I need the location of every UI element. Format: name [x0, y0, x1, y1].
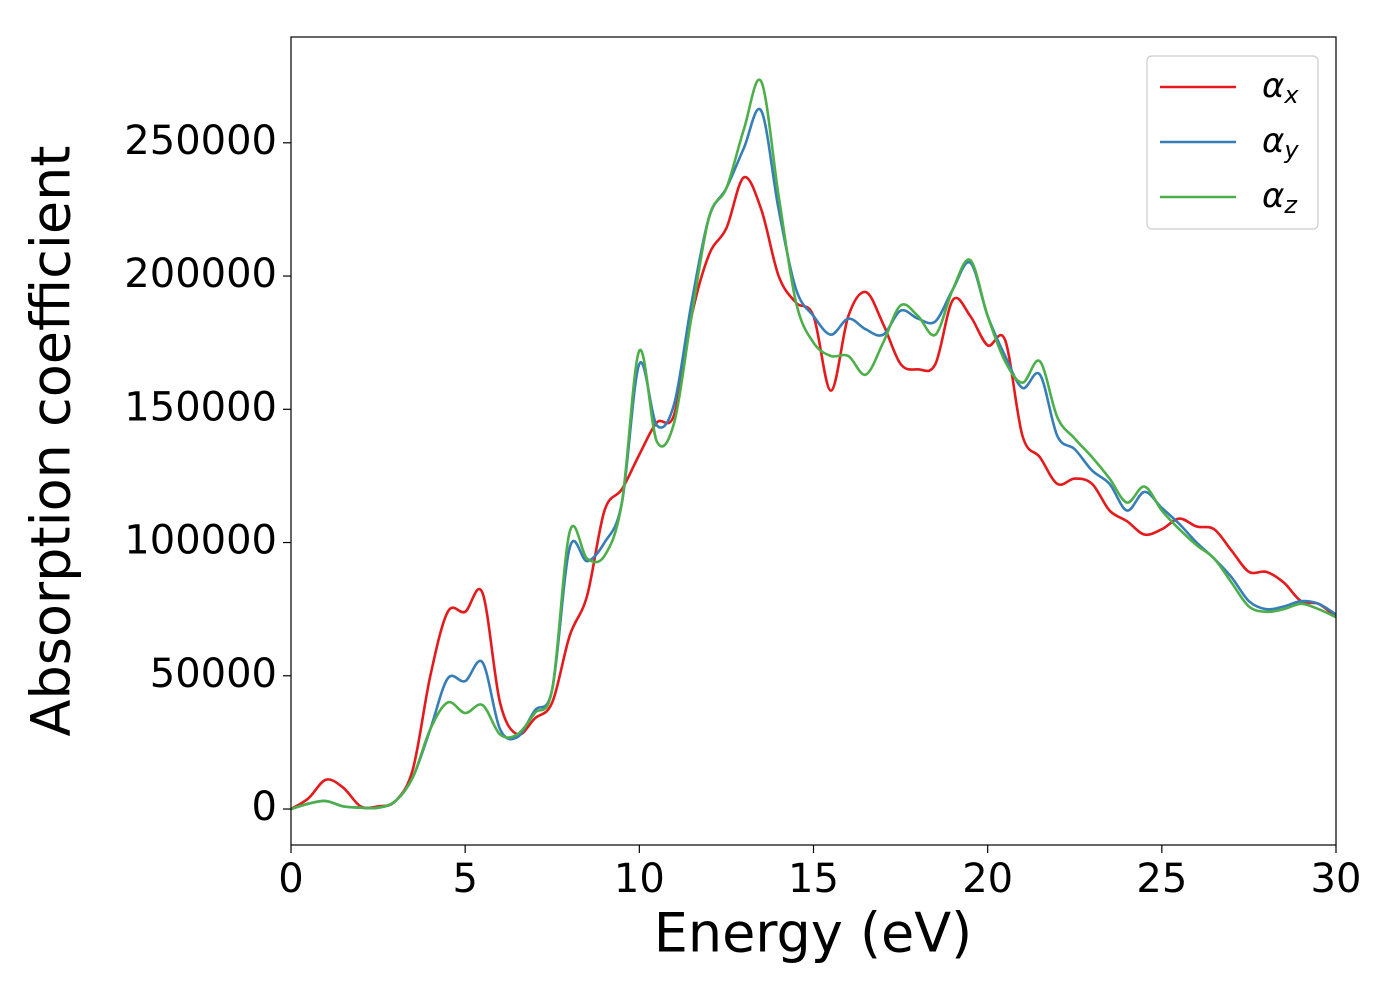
- legend-subscript: y: [1283, 136, 1299, 164]
- x-tick-label: 5: [452, 856, 477, 902]
- y-axis-label: Absorption coefficient: [20, 146, 83, 737]
- y-tick-label: 50000: [150, 651, 277, 697]
- x-tick-label: 10: [614, 856, 665, 902]
- x-tick-label: 20: [962, 856, 1013, 902]
- data-line: [291, 78, 1336, 811]
- plot-frame: [290, 36, 1337, 846]
- y-tick-label: 0: [252, 784, 277, 830]
- legend-subscript: x: [1283, 81, 1299, 109]
- y-tick-label: 200000: [124, 251, 277, 297]
- y-tick-label: 150000: [124, 384, 277, 430]
- legend-symbol: α: [1262, 66, 1284, 106]
- legend-symbol: α: [1262, 176, 1284, 216]
- data-line: [291, 175, 1336, 811]
- x-tick-label: 25: [1136, 856, 1187, 902]
- x-tick-label: 15: [788, 856, 839, 902]
- y-tick-label: 100000: [124, 518, 277, 564]
- legend-label: αy: [1262, 121, 1299, 165]
- y-tick-label: 250000: [124, 118, 277, 164]
- legend-label: αz: [1262, 176, 1298, 220]
- legend-label: αx: [1262, 66, 1299, 110]
- legend-subscript: z: [1283, 191, 1298, 219]
- x-axis-label: Energy (eV): [654, 902, 973, 965]
- legend-symbol: α: [1262, 121, 1284, 161]
- x-tick-label: 0: [278, 856, 303, 902]
- x-tick-label: 30: [1311, 856, 1362, 902]
